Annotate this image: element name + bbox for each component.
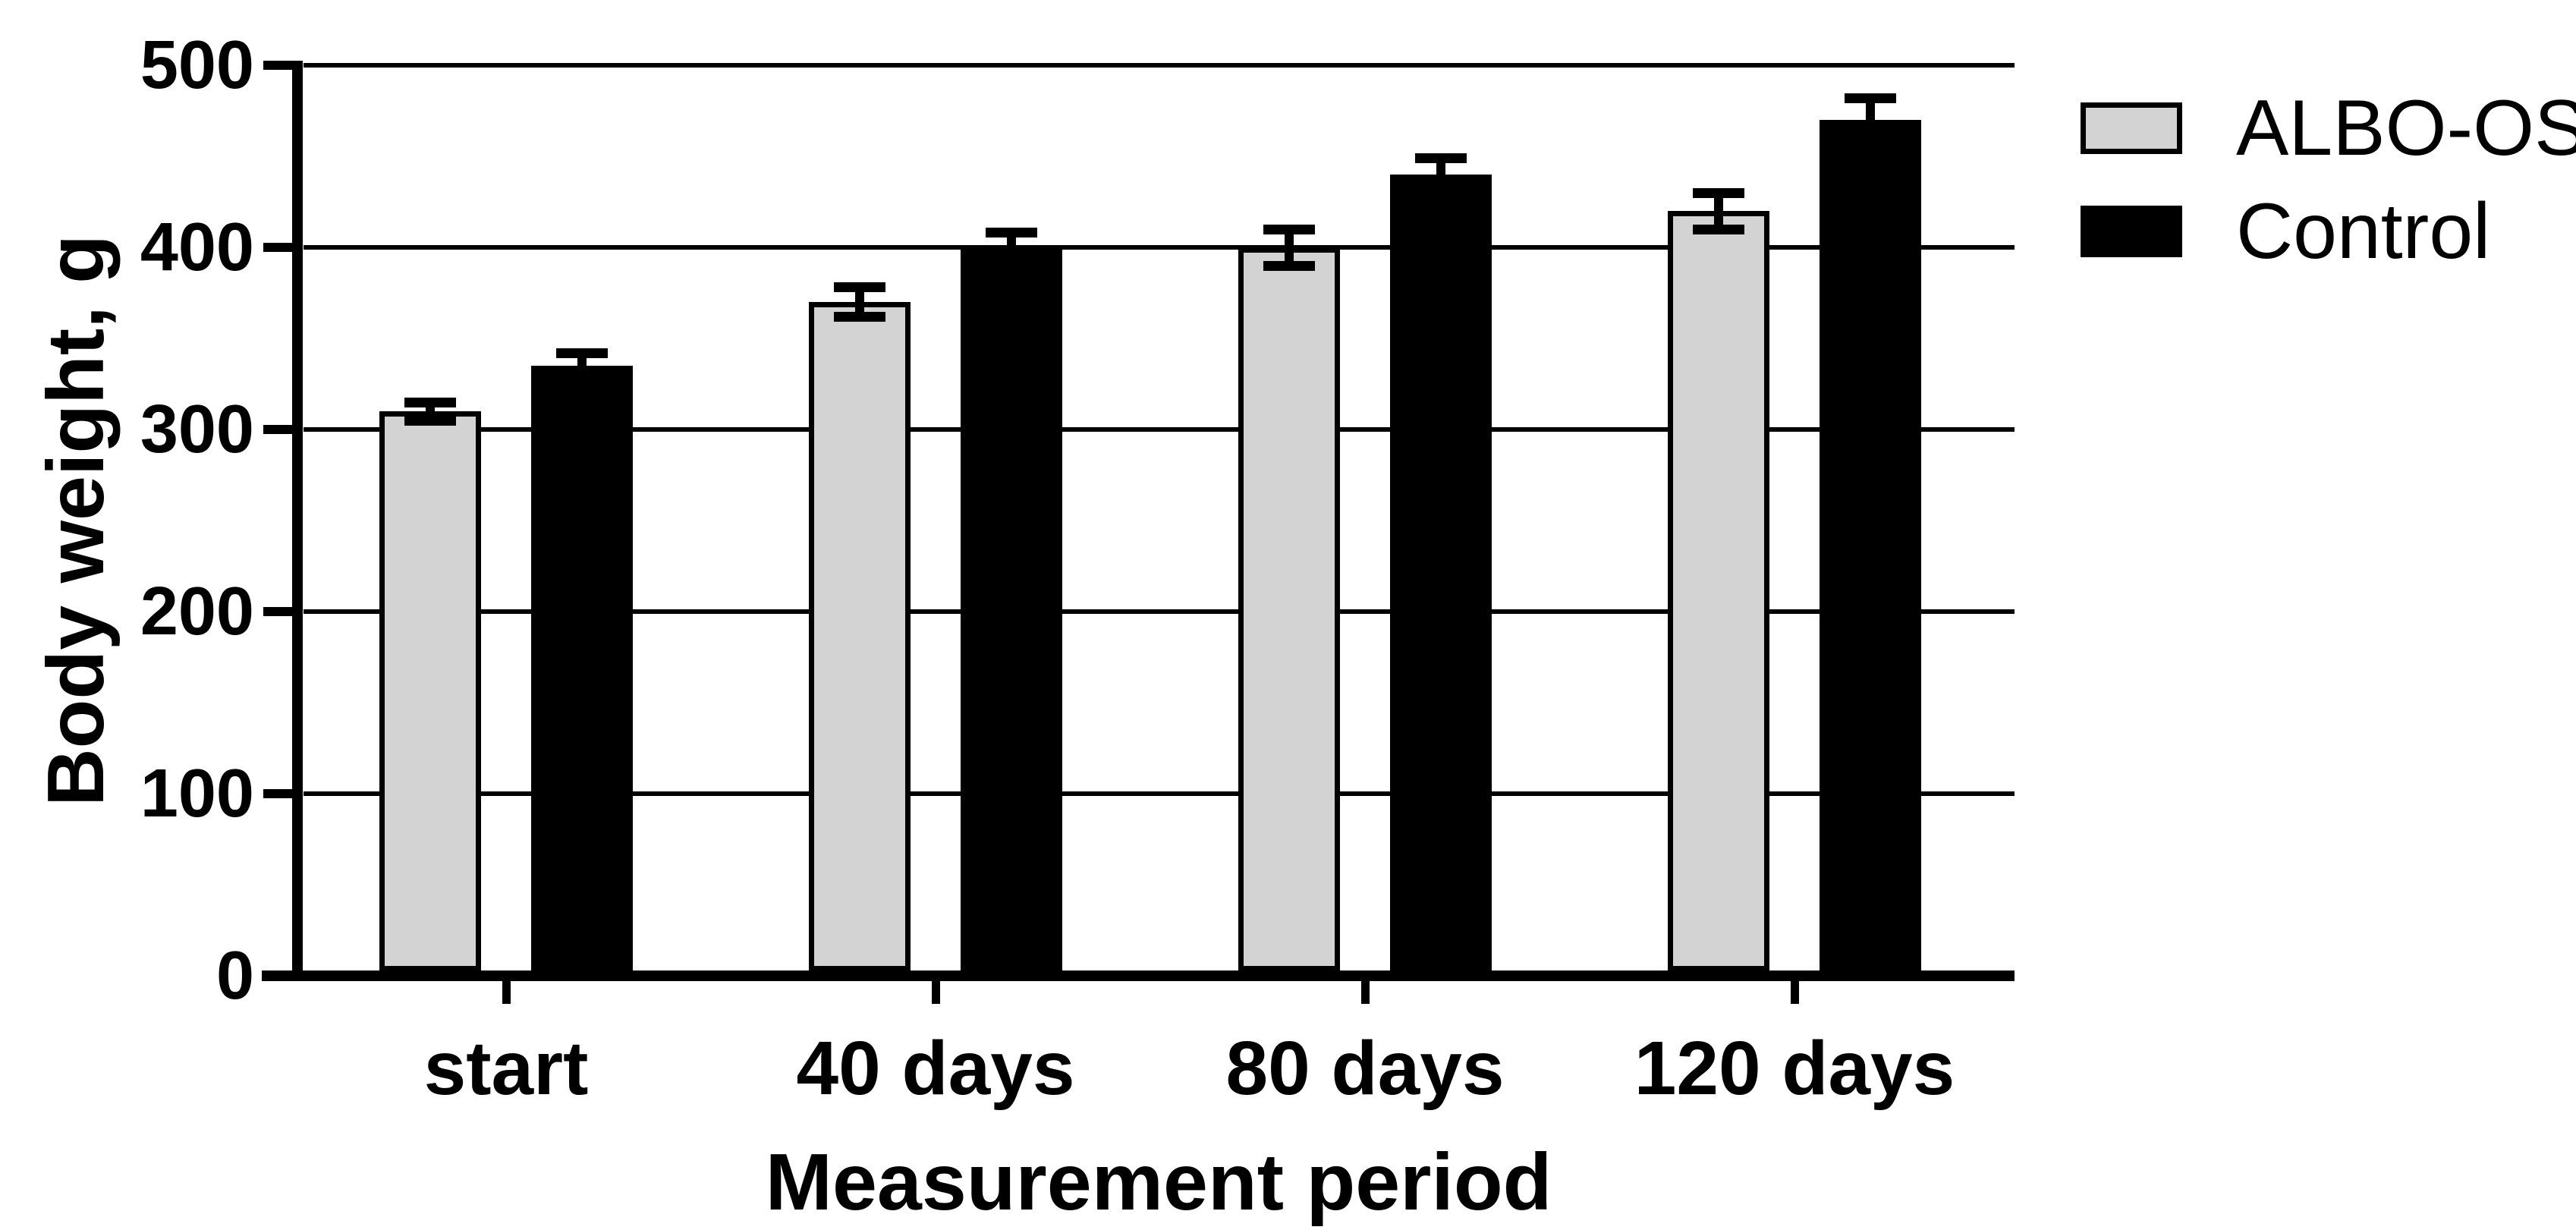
legend-swatch-control — [2081, 206, 2182, 257]
bar-albo-os-1 — [379, 411, 481, 971]
error-bar-cap-top — [556, 348, 608, 358]
y-tick-300 — [263, 425, 292, 434]
error-bar-stem — [1007, 232, 1016, 263]
y-tick-500 — [263, 61, 292, 70]
y-tick-label-200: 200 — [140, 574, 254, 650]
error-bar-stem — [1866, 98, 1875, 142]
x-axis-title: Measurement period — [765, 1137, 1552, 1227]
x-tick-label-1: start — [423, 1026, 589, 1111]
error-bar-cap-bottom — [1263, 260, 1315, 271]
error-bar-cap-top — [986, 228, 1037, 238]
error-bar-cap-bottom — [834, 311, 885, 322]
x-tick-2 — [931, 981, 940, 1004]
y-tick-label-100: 100 — [140, 756, 254, 832]
error-bar-stem — [577, 353, 587, 379]
error-bar-cap-top — [404, 397, 456, 407]
error-bar-cap-bottom — [1845, 137, 1896, 147]
x-axis-baseline — [262, 970, 2015, 981]
y-tick-400 — [263, 243, 292, 252]
gridline-100 — [304, 791, 2015, 796]
y-axis-line — [292, 61, 303, 981]
y-tick-label-500: 500 — [140, 27, 254, 103]
x-tick-label-2: 40 days — [796, 1026, 1075, 1111]
error-bar-stem — [1285, 229, 1294, 266]
bar-control-3 — [1390, 175, 1492, 971]
gridline-400 — [304, 245, 2015, 250]
error-bar-cap-bottom — [1693, 224, 1744, 234]
y-tick-200 — [263, 607, 292, 616]
y-tick-label-0: 0 — [215, 938, 254, 1014]
legend-swatch-albo-os — [2081, 102, 2182, 154]
legend-label-albo-os: ALBO-OS — [2236, 84, 2576, 172]
error-bar-cap-top — [1263, 224, 1315, 234]
legend-label-control: Control — [2236, 187, 2491, 275]
error-bar-cap-bottom — [404, 415, 456, 426]
bar-albo-os-3 — [1238, 247, 1340, 971]
error-bar-cap-top — [834, 282, 885, 293]
error-bar-stem — [855, 287, 864, 317]
error-bar-stem — [1714, 193, 1723, 229]
y-axis-title: Body weight, g — [31, 234, 121, 807]
bar-control-2 — [961, 247, 1062, 971]
x-tick-3 — [1360, 981, 1370, 1004]
error-bar-cap-top — [1415, 153, 1467, 163]
error-bar-stem — [1436, 158, 1445, 191]
error-bar-cap-bottom — [556, 373, 608, 384]
error-bar-cap-top — [1693, 187, 1744, 198]
bar-control-1 — [531, 366, 633, 971]
error-bar-cap-top — [1845, 93, 1896, 103]
x-tick-label-4: 120 days — [1634, 1026, 1955, 1111]
y-tick-label-300: 300 — [140, 392, 254, 467]
y-tick-label-400: 400 — [140, 209, 254, 285]
x-tick-label-3: 80 days — [1225, 1026, 1505, 1111]
error-bar-cap-bottom — [1415, 186, 1467, 197]
gridline-300 — [304, 427, 2015, 432]
y-tick-100 — [263, 789, 292, 798]
bar-control-4 — [1820, 120, 1921, 971]
error-bar-cap-bottom — [986, 256, 1037, 267]
bar-albo-os-4 — [1668, 211, 1769, 971]
gridline-500 — [304, 63, 2015, 68]
gridline-200 — [304, 609, 2015, 614]
x-tick-1 — [502, 981, 511, 1004]
bar-albo-os-2 — [809, 302, 911, 971]
x-tick-4 — [1790, 981, 1799, 1004]
